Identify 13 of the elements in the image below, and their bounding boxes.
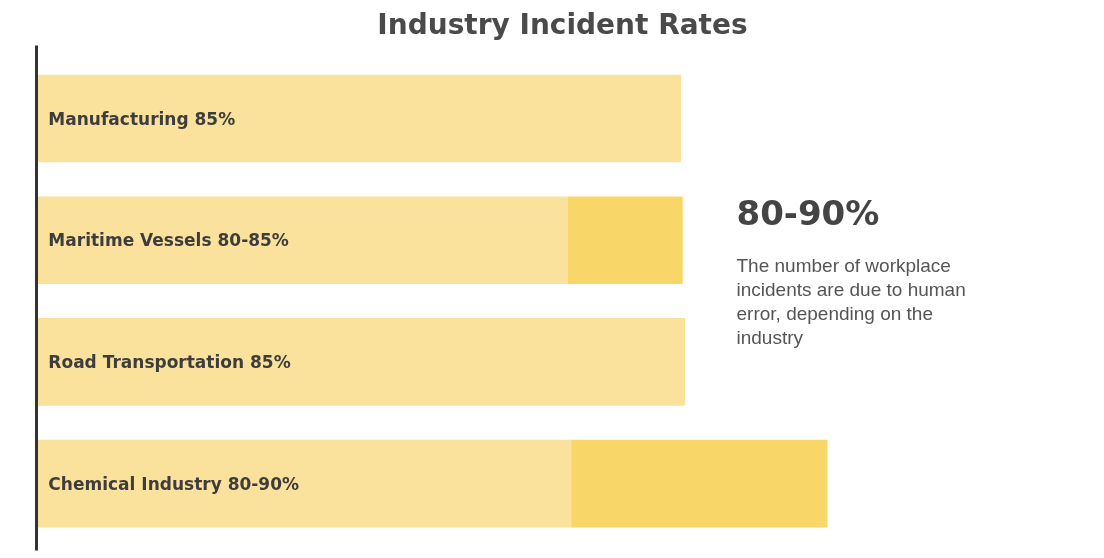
bar bbox=[36, 318, 686, 406]
bar bbox=[36, 196, 569, 285]
annotation: The number of workplace incidents are due to human error, depending on the industry bbox=[736, 254, 966, 349]
bar bbox=[568, 196, 683, 285]
y-tick-label: Maritime Vessels 80-85% bbox=[48, 230, 289, 251]
bar bbox=[36, 74, 682, 163]
bar bbox=[571, 439, 828, 528]
y-tick-label: Manufacturing 85% bbox=[48, 108, 236, 129]
annotation: 80-90% bbox=[736, 193, 880, 234]
bar bbox=[36, 439, 572, 528]
y-tick-label: Chemical Industry 80-90% bbox=[48, 473, 300, 494]
y-tick-label: Road Transportation 85% bbox=[48, 351, 291, 372]
chart-title: Industry Incident Rates bbox=[377, 7, 748, 41]
